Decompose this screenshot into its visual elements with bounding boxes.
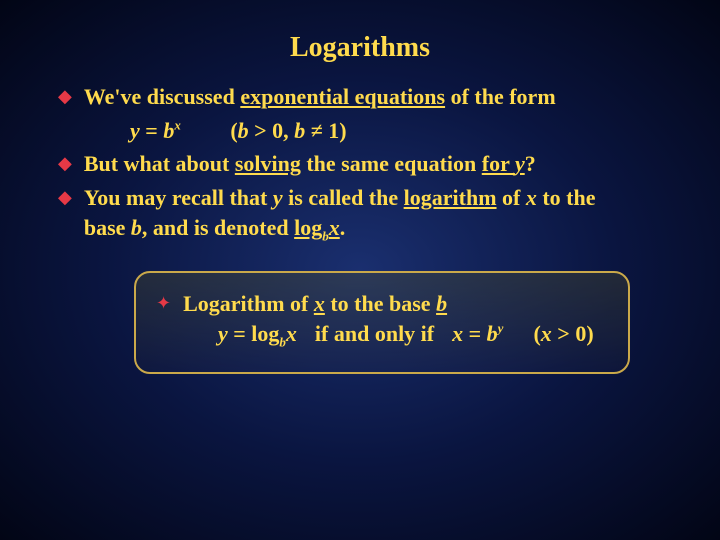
diamond-icon: ◆ (58, 187, 72, 208)
bullet-3-text: You may recall that y is called the loga… (84, 183, 596, 245)
definition-box: ✦ Logarithm of x to the base b y = logbx… (134, 271, 630, 374)
box-equation: y = logbxif and only ifx = by(x > 0) (156, 319, 608, 352)
eq-gap (181, 116, 231, 146)
bullet-2-text: But what about solving the same equation… (84, 149, 536, 179)
diamond-icon: ◆ (58, 153, 72, 174)
equation-line: y = bx (b > 0, b ≠ 1) (58, 116, 680, 146)
content-area: ◆ We've discussed exponential equations … (0, 82, 720, 374)
box-heading-row: ✦ Logarithm of x to the base b (156, 289, 608, 320)
box-heading: Logarithm of x to the base b (183, 289, 447, 320)
diamond-icon: ◆ (58, 86, 72, 107)
star-icon: ✦ (156, 293, 171, 314)
bullet-1: ◆ We've discussed exponential equations … (58, 82, 680, 112)
bullet-2: ◆ But what about solving the same equati… (58, 149, 680, 179)
bullet-3: ◆ You may recall that y is called the lo… (58, 183, 680, 245)
slide-title: Logarithms (0, 0, 720, 82)
bullet-1-text: We've discussed exponential equations of… (84, 82, 556, 112)
